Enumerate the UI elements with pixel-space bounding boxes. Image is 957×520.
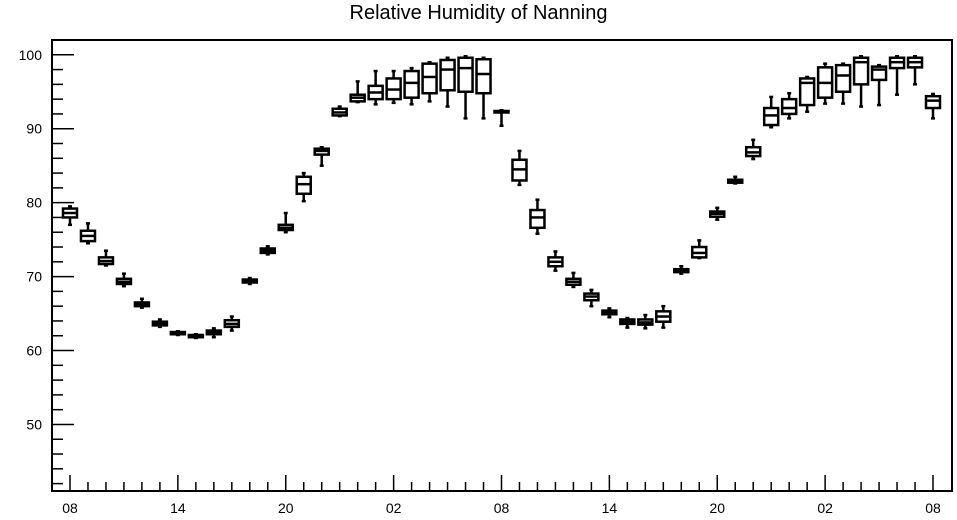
box-31 <box>619 316 636 329</box>
box-46 <box>888 55 906 96</box>
box-body <box>529 208 546 230</box>
box-25 <box>511 149 528 187</box>
box-7 <box>187 333 205 340</box>
y-tick-label: 70 <box>26 269 42 285</box>
box-12 <box>277 211 294 234</box>
box-body <box>421 62 438 95</box>
box-23 <box>475 56 492 120</box>
box-38 <box>744 138 762 161</box>
axis-ticks <box>52 39 934 491</box>
y-tick-label: 100 <box>19 47 43 63</box>
boxes <box>61 55 942 340</box>
y-tick-label: 80 <box>26 195 42 211</box>
box-30 <box>601 307 618 319</box>
box-body <box>798 77 816 107</box>
box-0 <box>61 205 79 227</box>
box-21 <box>439 56 456 108</box>
box-41 <box>798 75 816 113</box>
box-18 <box>385 69 402 105</box>
y-tick-label: 50 <box>26 416 42 432</box>
box-33 <box>655 304 672 329</box>
box-26 <box>529 198 546 235</box>
box-body <box>924 94 942 110</box>
box-9 <box>223 315 241 332</box>
box-body <box>403 69 420 99</box>
box-45 <box>870 63 888 107</box>
box-35 <box>691 239 708 260</box>
box-body <box>852 56 870 86</box>
box-body <box>475 57 492 95</box>
box-44 <box>852 55 870 108</box>
box-34 <box>673 264 690 275</box>
y-tick-label: 60 <box>26 343 42 359</box>
x-tick-label: 08 <box>62 500 78 516</box>
box-19 <box>403 66 420 106</box>
chart-title: Relative Humidity of Nanning <box>349 2 608 24</box>
box-42 <box>816 62 834 105</box>
box-47 <box>906 55 924 86</box>
x-tick-label: 02 <box>386 500 402 516</box>
axis-tick-labels: 50 60 70 80 90 100 08 14 20 02 08 14 20 02 08 <box>19 47 941 516</box>
box-29 <box>583 288 600 308</box>
box-1 <box>79 222 97 245</box>
y-tick-label: 90 <box>26 121 42 137</box>
box-8 <box>205 327 223 339</box>
x-tick-label: 14 <box>602 500 618 516</box>
box-15 <box>331 105 348 118</box>
box-24 <box>493 108 510 128</box>
box-40 <box>780 91 798 120</box>
box-body <box>457 56 474 94</box>
box-17 <box>367 69 384 106</box>
box-20 <box>421 60 438 103</box>
x-tick-label: 20 <box>278 500 294 516</box>
box-32 <box>637 313 654 330</box>
box-28 <box>565 271 582 289</box>
box-body <box>780 97 798 116</box>
box-43 <box>834 62 852 105</box>
box-13 <box>295 171 312 203</box>
box-22 <box>457 55 474 120</box>
box-10 <box>241 276 259 286</box>
box-2 <box>97 249 115 267</box>
box-3 <box>115 272 133 288</box>
box-48 <box>924 92 942 120</box>
box-11 <box>259 245 277 256</box>
plot-frame <box>51 39 953 492</box>
x-tick-label: 08 <box>925 500 941 516</box>
x-tick-label: 20 <box>709 500 725 516</box>
box-4 <box>133 297 151 309</box>
box-16 <box>349 80 366 104</box>
box-27 <box>547 250 564 272</box>
box-6 <box>169 330 187 337</box>
x-tick-label: 02 <box>817 500 833 516</box>
box-37 <box>726 175 744 185</box>
box-5 <box>151 318 169 329</box>
x-tick-label: 14 <box>170 500 186 516</box>
box-body <box>834 63 852 94</box>
box-39 <box>762 95 780 129</box>
x-tick-label: 08 <box>494 500 510 516</box>
box-14 <box>313 145 330 167</box>
box-body <box>439 58 456 92</box>
box-36 <box>709 206 726 221</box>
